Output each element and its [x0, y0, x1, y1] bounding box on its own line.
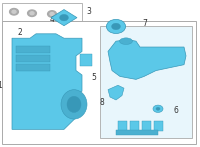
- Text: 1: 1: [0, 81, 2, 90]
- Circle shape: [10, 9, 18, 15]
- Ellipse shape: [120, 38, 132, 45]
- FancyBboxPatch shape: [16, 64, 50, 71]
- Text: 2: 2: [18, 28, 23, 37]
- Circle shape: [112, 23, 120, 30]
- Circle shape: [106, 19, 126, 34]
- FancyBboxPatch shape: [2, 3, 82, 21]
- FancyBboxPatch shape: [80, 54, 92, 66]
- Text: 8: 8: [99, 98, 104, 107]
- Circle shape: [153, 105, 163, 112]
- Circle shape: [156, 107, 160, 110]
- Circle shape: [30, 12, 34, 15]
- FancyBboxPatch shape: [130, 121, 139, 131]
- Circle shape: [48, 11, 56, 17]
- FancyBboxPatch shape: [2, 21, 196, 144]
- FancyBboxPatch shape: [16, 46, 50, 53]
- Circle shape: [60, 14, 68, 21]
- Text: 7: 7: [142, 19, 147, 28]
- Polygon shape: [108, 85, 124, 100]
- Text: 6: 6: [174, 106, 179, 115]
- FancyBboxPatch shape: [116, 130, 158, 135]
- Text: 5: 5: [91, 73, 96, 82]
- FancyBboxPatch shape: [154, 121, 163, 131]
- Polygon shape: [12, 34, 82, 129]
- Ellipse shape: [61, 90, 87, 119]
- Text: 4: 4: [49, 15, 54, 24]
- Ellipse shape: [67, 96, 81, 112]
- Polygon shape: [108, 40, 186, 79]
- FancyBboxPatch shape: [118, 121, 127, 131]
- FancyBboxPatch shape: [142, 121, 151, 131]
- Circle shape: [12, 10, 16, 13]
- Polygon shape: [51, 10, 77, 26]
- FancyBboxPatch shape: [16, 55, 50, 62]
- FancyBboxPatch shape: [100, 26, 192, 138]
- Text: 3: 3: [86, 7, 91, 16]
- Circle shape: [50, 12, 54, 15]
- Circle shape: [28, 10, 36, 16]
